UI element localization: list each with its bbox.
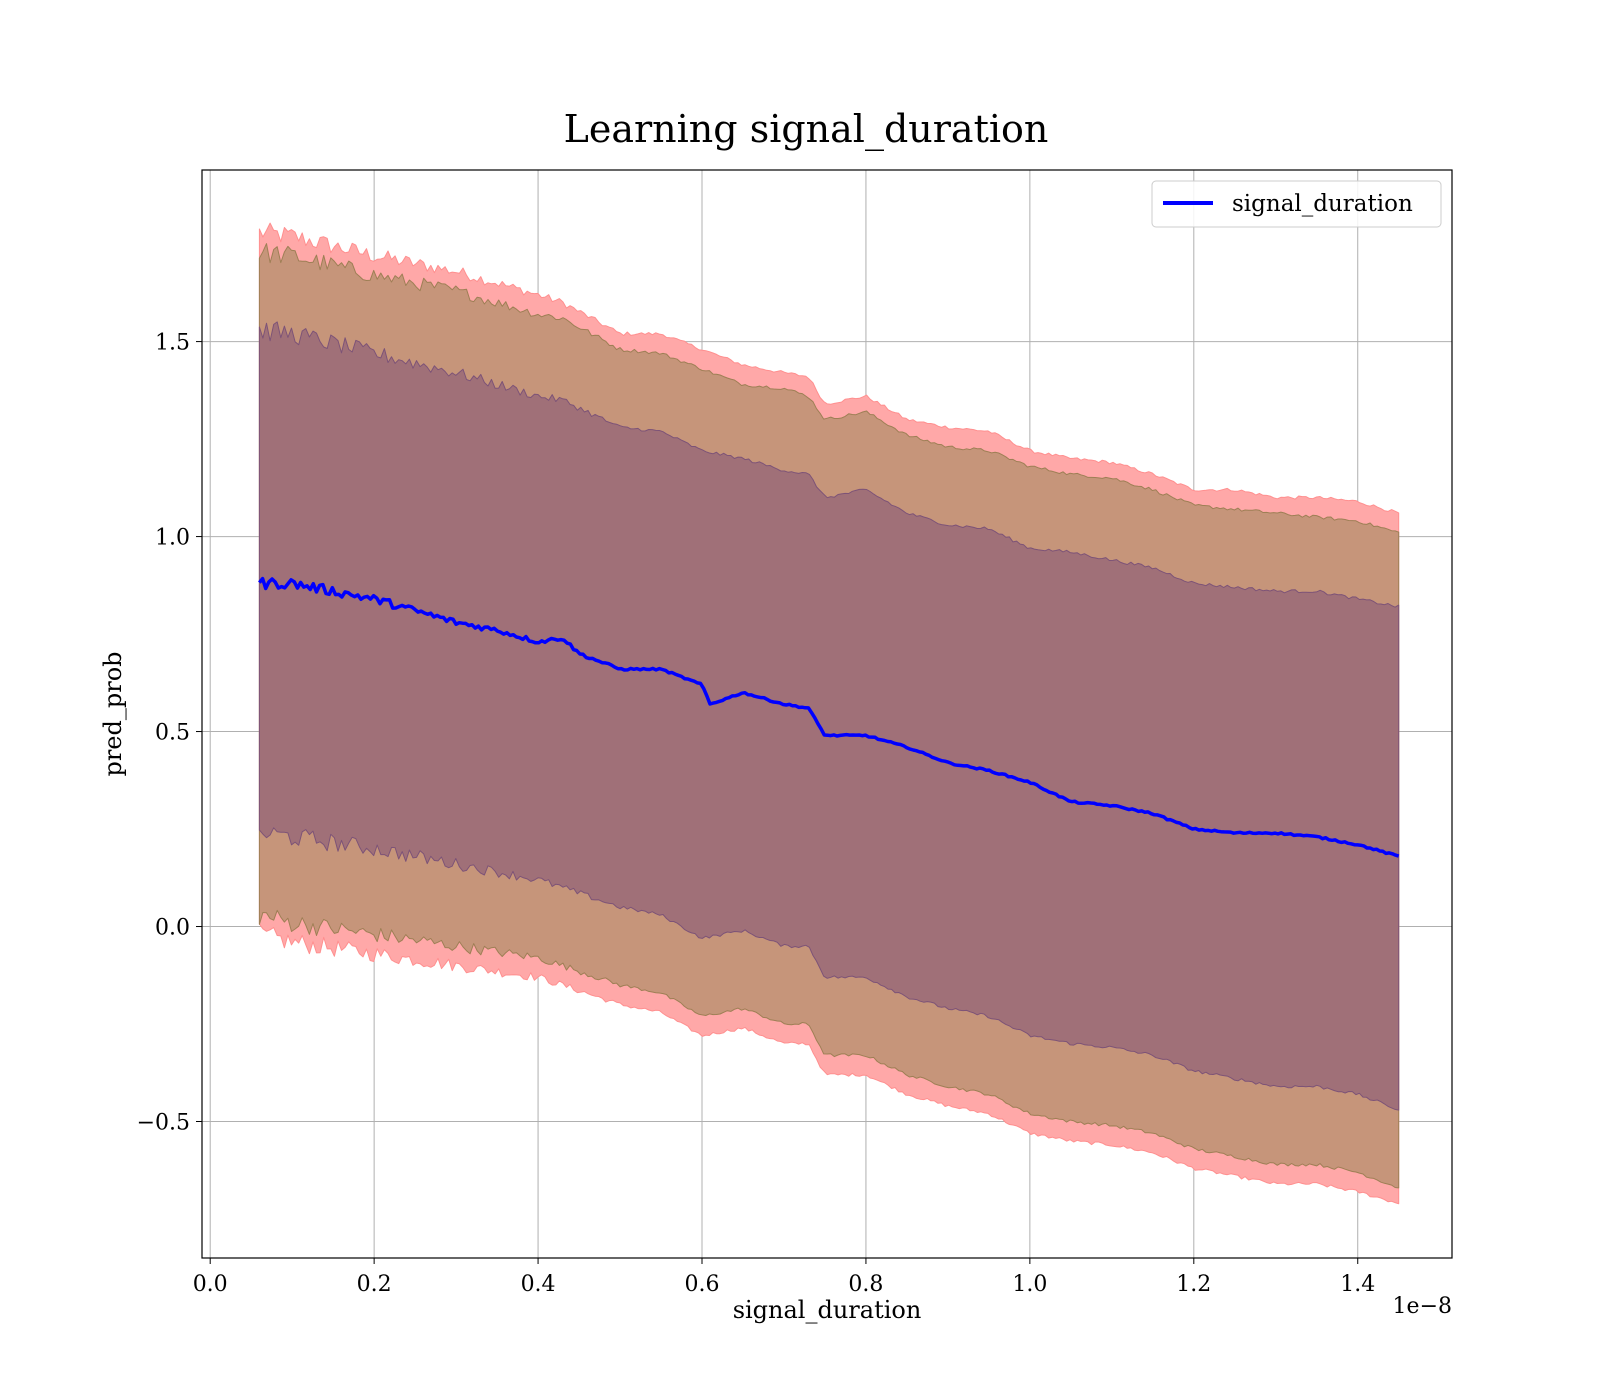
y-tick-label: 0.5 — [155, 721, 190, 746]
y-axis-ticks: −0.5 0.0 0.5 1.0 1.5 — [137, 331, 202, 1136]
x-tick-label: 0.0 — [193, 1272, 228, 1297]
x-tick-label: 0.4 — [521, 1272, 556, 1297]
x-tick-label: 1.2 — [1176, 1272, 1211, 1297]
confidence-bands — [258, 222, 1400, 1205]
x-tick-label: 0.6 — [685, 1272, 720, 1297]
y-tick-label: 1.5 — [155, 331, 190, 356]
y-axis-label: pred_prob — [99, 651, 127, 776]
x-tick-label: 0.2 — [357, 1272, 392, 1297]
legend-label: signal_duration — [1232, 191, 1413, 217]
chart-title: Learning signal_duration — [564, 107, 1049, 152]
x-tick-label: 0.8 — [848, 1272, 883, 1297]
series-line — [258, 576, 1400, 858]
legend-box — [1151, 180, 1442, 228]
x-tick-label: 1.4 — [1340, 1272, 1375, 1297]
legend: signal_duration — [1151, 180, 1442, 228]
x-tick-label: 1.0 — [1012, 1272, 1047, 1297]
y-tick-label: 1.0 — [155, 526, 190, 551]
y-tick-label: −0.5 — [137, 1111, 190, 1136]
x-axis-label: signal_duration — [733, 1296, 922, 1324]
series-lines — [258, 576, 1400, 858]
x-axis-ticks: 0.0 0.2 0.4 0.6 0.8 1.0 1.2 1.4 — [193, 1258, 1375, 1297]
y-tick-label: 0.0 — [155, 916, 190, 941]
band-inner — [258, 321, 1400, 1111]
x-axis-offset-label: 1e−8 — [1393, 1294, 1452, 1319]
plot-frame — [201, 169, 1453, 1259]
